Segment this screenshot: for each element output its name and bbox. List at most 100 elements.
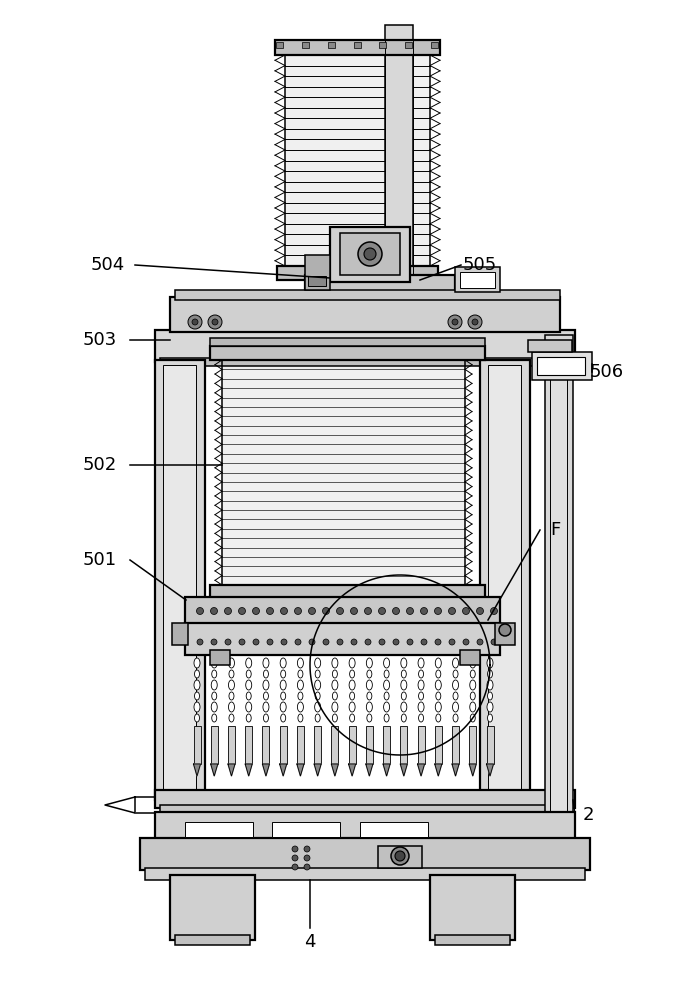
Ellipse shape [419, 692, 423, 700]
Bar [340, 233, 400, 275]
Text: 503: 503 [83, 331, 117, 349]
Ellipse shape [384, 692, 389, 700]
Circle shape [365, 639, 371, 645]
Ellipse shape [470, 702, 476, 712]
Ellipse shape [298, 692, 303, 700]
Ellipse shape [435, 658, 441, 668]
Bar [435, 935, 510, 945]
Ellipse shape [229, 692, 234, 700]
Polygon shape [279, 764, 287, 776]
Text: 506: 506 [590, 363, 624, 381]
Ellipse shape [229, 702, 234, 712]
Ellipse shape [436, 692, 441, 700]
Ellipse shape [280, 702, 286, 712]
Bar [330, 227, 410, 282]
Bar [378, 846, 422, 868]
Circle shape [322, 607, 329, 614]
Bar [193, 726, 201, 764]
Ellipse shape [195, 714, 199, 722]
Ellipse shape [435, 680, 441, 690]
Circle shape [472, 319, 478, 325]
Ellipse shape [488, 714, 492, 722]
Ellipse shape [212, 692, 217, 700]
Circle shape [434, 607, 441, 614]
Bar [210, 585, 485, 599]
Text: 505: 505 [463, 256, 497, 274]
Ellipse shape [384, 658, 389, 668]
Circle shape [448, 315, 462, 329]
Polygon shape [435, 764, 442, 776]
Bar [366, 726, 373, 764]
Bar [360, 822, 428, 837]
Bar [297, 726, 304, 764]
Circle shape [364, 248, 376, 260]
Bar [302, 42, 309, 48]
Circle shape [208, 315, 222, 329]
Bar [155, 790, 575, 808]
Ellipse shape [487, 702, 493, 712]
Circle shape [468, 315, 482, 329]
Ellipse shape [401, 702, 407, 712]
Ellipse shape [211, 702, 217, 712]
Circle shape [304, 846, 310, 852]
Ellipse shape [384, 702, 389, 712]
Ellipse shape [281, 692, 285, 700]
Bar [210, 338, 485, 346]
Text: 504: 504 [91, 256, 125, 274]
Circle shape [292, 864, 298, 870]
Bar [379, 42, 387, 48]
Ellipse shape [402, 692, 406, 700]
Polygon shape [383, 764, 390, 776]
Ellipse shape [298, 714, 303, 722]
Circle shape [421, 639, 427, 645]
Bar [452, 726, 459, 764]
Ellipse shape [298, 670, 303, 678]
Ellipse shape [350, 692, 354, 700]
Bar [145, 868, 585, 880]
Bar [331, 726, 338, 764]
Ellipse shape [487, 658, 493, 668]
Circle shape [267, 639, 273, 645]
Circle shape [421, 607, 428, 614]
Ellipse shape [195, 692, 199, 700]
Circle shape [435, 639, 441, 645]
Circle shape [499, 624, 511, 636]
Polygon shape [366, 764, 373, 776]
Bar [210, 346, 485, 360]
Bar [262, 726, 269, 764]
Ellipse shape [453, 714, 458, 722]
Bar [460, 650, 480, 665]
Bar [175, 290, 560, 300]
Bar [495, 623, 515, 645]
Bar [383, 726, 390, 764]
Bar [417, 726, 425, 764]
Ellipse shape [488, 692, 492, 700]
Ellipse shape [194, 658, 200, 668]
Bar [160, 805, 570, 817]
Bar [305, 255, 330, 290]
Circle shape [266, 607, 273, 614]
Ellipse shape [453, 670, 458, 678]
Bar [279, 726, 287, 764]
Circle shape [225, 639, 231, 645]
Circle shape [253, 607, 260, 614]
Circle shape [292, 855, 298, 861]
Ellipse shape [366, 702, 372, 712]
Ellipse shape [453, 702, 458, 712]
Bar [308, 276, 326, 286]
Text: 4: 4 [304, 933, 316, 951]
Circle shape [358, 242, 382, 266]
Ellipse shape [281, 714, 285, 722]
Bar [211, 726, 218, 764]
Bar [488, 365, 521, 795]
Circle shape [304, 864, 310, 870]
Bar [528, 340, 572, 352]
Bar [435, 726, 442, 764]
Circle shape [211, 639, 217, 645]
Ellipse shape [366, 680, 372, 690]
Ellipse shape [332, 702, 338, 712]
Ellipse shape [349, 658, 355, 668]
Bar [155, 330, 575, 362]
Bar [405, 42, 412, 48]
Circle shape [477, 607, 484, 614]
